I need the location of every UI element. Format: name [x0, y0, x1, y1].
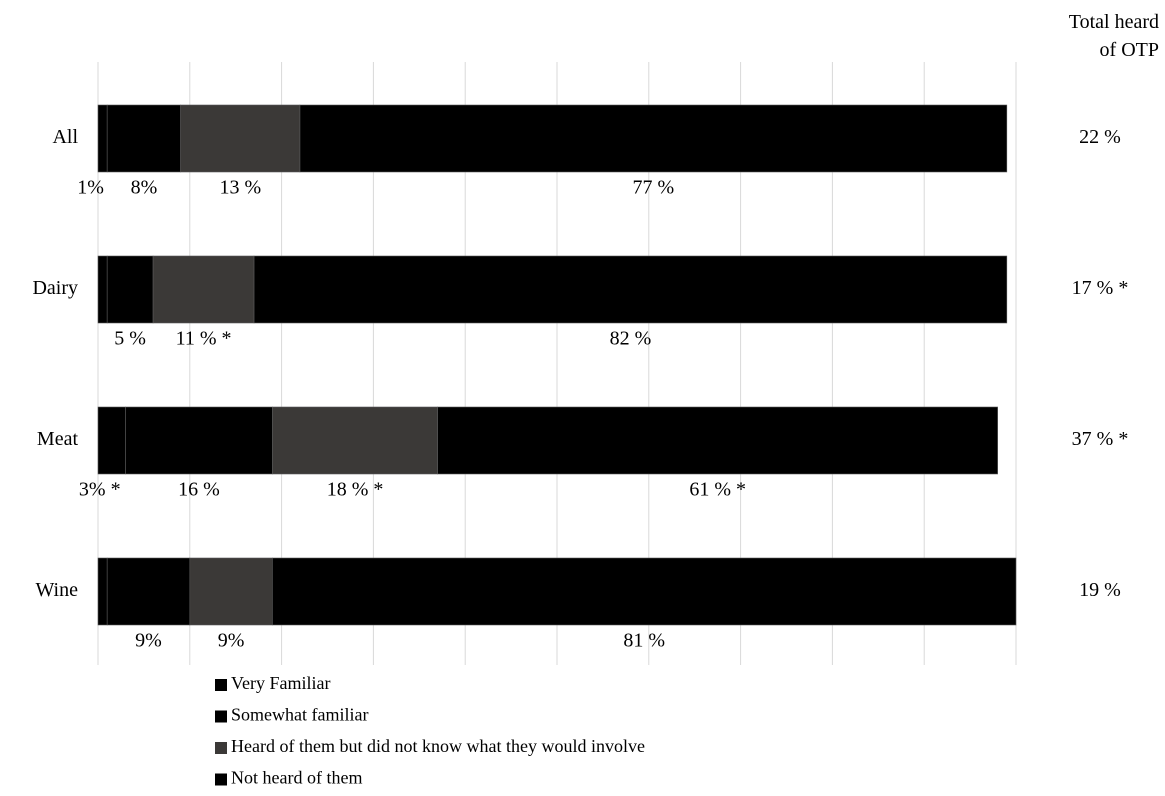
bar-segment [437, 406, 998, 475]
bar-segment [97, 255, 108, 324]
value-label: 9% [135, 630, 162, 652]
totals-title: Total heard of OTP [1068, 11, 1159, 61]
bar-segment [97, 104, 108, 173]
value-label: 13 % [219, 177, 261, 199]
bar-segment [97, 557, 108, 626]
legend-label: Very Familiar [231, 673, 330, 693]
bar-segment [152, 255, 255, 324]
bar-segment [125, 406, 273, 475]
legend-label: Not heard of them [231, 768, 362, 788]
category-label: All [52, 126, 78, 148]
category-label: Wine [35, 579, 78, 601]
bar-segment [272, 406, 438, 475]
total-label: 22 % [1079, 126, 1121, 148]
bar-segment [189, 557, 273, 626]
total-label: 19 % [1079, 579, 1121, 601]
value-label: 11 % * [176, 328, 232, 350]
legend-label: Somewhat familiar [231, 705, 368, 725]
bar-segment [106, 104, 181, 173]
bar-segment [272, 557, 1017, 626]
value-label: 9% [218, 630, 245, 652]
legend-swatch [215, 773, 227, 786]
bar-segment [253, 255, 1008, 324]
bar-segment [180, 104, 301, 173]
value-label: 16 % [178, 479, 220, 501]
value-label: 61 % * [689, 479, 746, 501]
bar-segment [97, 406, 126, 475]
value-label: 3% * [79, 479, 121, 501]
category-label: Meat [37, 428, 79, 450]
value-label: 82 % [610, 328, 652, 350]
value-label: 18 % * [327, 479, 384, 501]
bar-segment [106, 255, 154, 324]
legend-swatch [215, 710, 227, 723]
value-label: 5 % [114, 328, 146, 350]
value-label: 1% [77, 177, 104, 199]
legend-swatch [215, 679, 227, 691]
value-label: 81 % [623, 630, 665, 652]
value-label: 77 % [633, 177, 675, 199]
bar-segment [299, 104, 1008, 173]
bar-segment [106, 557, 191, 626]
legend-swatch [215, 742, 227, 754]
total-label: 17 % * [1072, 277, 1129, 299]
total-label: 37 % * [1072, 428, 1129, 450]
value-label: 8% [131, 177, 158, 199]
legend-label: Heard of them but did not know what they… [231, 736, 645, 756]
category-label: Dairy [32, 277, 78, 299]
